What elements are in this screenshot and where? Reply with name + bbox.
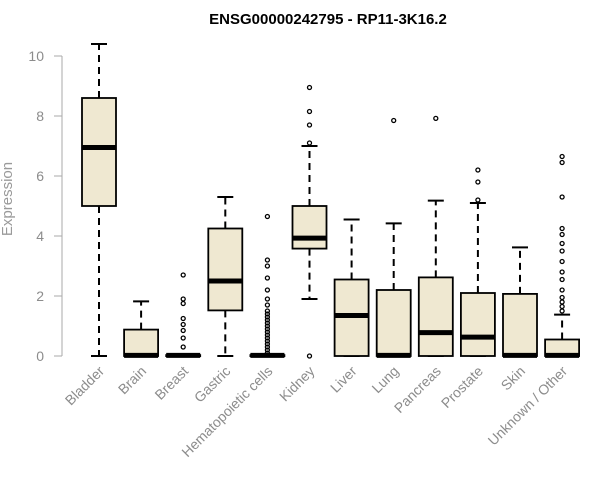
- outlier-point: [180, 335, 186, 341]
- outlier-point: [264, 287, 271, 293]
- x-tick-label: Bladder: [62, 363, 108, 409]
- outlier-point: [180, 321, 186, 328]
- y-axis-ticks: 0 2 4 6 8 10: [28, 48, 62, 364]
- x-tick-label: Brain: [115, 363, 149, 397]
- box-iqr: [123, 328, 159, 357]
- outlier-point: [180, 327, 186, 334]
- y-tick-label: 10: [28, 48, 44, 64]
- y-tick-label: 4: [36, 228, 44, 244]
- box-prostate: [459, 167, 496, 357]
- box-iqr: [417, 276, 454, 357]
- boxes-group: [81, 43, 580, 359]
- box-kidney: [291, 84, 328, 359]
- box-hematopoietic-cells: [249, 213, 286, 358]
- box-liver: [333, 218, 370, 357]
- outlier-point: [559, 299, 565, 305]
- outlier-point: [433, 115, 439, 122]
- outlier-point: [264, 302, 271, 308]
- y-tick-label: 6: [36, 168, 44, 184]
- outlier-point: [306, 84, 313, 91]
- outlier-point: [475, 167, 481, 173]
- box-pancreas: [417, 115, 454, 357]
- outlier-point: [264, 275, 271, 281]
- x-tick-label: Liver: [327, 363, 360, 396]
- outlier-point: [475, 197, 481, 203]
- outlier-point: [475, 179, 481, 185]
- outlier-point: [264, 263, 271, 269]
- outlier-point: [180, 272, 186, 278]
- x-tick-label: Unknown / Other: [485, 363, 571, 449]
- outlier-point: [559, 258, 565, 265]
- outlier-point: [559, 287, 565, 293]
- outlier-point: [559, 269, 565, 275]
- box-iqr: [291, 205, 328, 250]
- outlier-point: [264, 338, 271, 344]
- outlier-point: [306, 122, 313, 128]
- outlier-point: [559, 153, 565, 160]
- outlier-point: [264, 335, 271, 341]
- outlier-point: [264, 347, 271, 353]
- outlier-point: [264, 350, 271, 356]
- outlier-point: [264, 326, 271, 332]
- outlier-point: [264, 213, 271, 220]
- y-tick-label: 8: [36, 108, 44, 124]
- outlier-point: [264, 323, 271, 329]
- box-bladder: [81, 43, 117, 357]
- outlier-point: [264, 308, 271, 314]
- chart-title: ENSG00000242795 - RP11-3K16.2: [209, 11, 447, 28]
- box-iqr: [375, 289, 412, 357]
- outlier-point: [264, 257, 271, 263]
- outlier-point: [264, 314, 271, 320]
- box-gastric: [207, 196, 244, 357]
- outlier-point: [559, 194, 565, 200]
- outlier-point: [180, 300, 186, 307]
- outlier-point: [264, 332, 271, 338]
- outlier-point: [180, 296, 186, 302]
- x-tick-label: Pancreas: [391, 363, 444, 416]
- outlier-point: [306, 108, 313, 115]
- box-iqr: [502, 292, 538, 357]
- outlier-point: [306, 140, 313, 146]
- outlier-point: [559, 276, 565, 283]
- box-iqr: [459, 292, 496, 357]
- outlier-point: [264, 317, 271, 323]
- outlier-point: [264, 341, 271, 347]
- outlier-point: [559, 248, 565, 254]
- box-breast: [165, 272, 202, 358]
- outlier-point: [180, 315, 186, 322]
- x-tick-label: Lung: [368, 363, 401, 396]
- x-tick-label: Breast: [151, 363, 191, 403]
- outlier-point: [559, 231, 565, 238]
- x-tick-label: Prostate: [438, 363, 486, 411]
- outlier-point: [559, 159, 565, 166]
- x-tick-label: Skin: [498, 363, 529, 394]
- x-tick-label: Kidney: [276, 363, 318, 405]
- y-axis-label: Expression: [0, 162, 16, 236]
- box-lung: [375, 117, 412, 358]
- outlier-point: [264, 329, 271, 335]
- outlier-point: [559, 294, 565, 301]
- outlier-point: [264, 311, 271, 317]
- outlier-point: [559, 303, 565, 310]
- box-iqr: [207, 227, 244, 312]
- y-tick-label: 0: [36, 348, 44, 364]
- box-unknown-other: [544, 153, 580, 358]
- outlier-point: [559, 240, 565, 247]
- y-tick-label: 2: [36, 288, 44, 304]
- outlier-point: [264, 296, 271, 302]
- outlier-point: [559, 225, 565, 232]
- outlier-point: [391, 117, 397, 124]
- outlier-point: [264, 344, 271, 350]
- outlier-point: [559, 308, 565, 314]
- outlier-point: [306, 353, 313, 359]
- outlier-point: [264, 320, 271, 326]
- box-skin: [502, 246, 538, 358]
- box-brain: [123, 300, 159, 358]
- outlier-point: [180, 344, 186, 350]
- box-iqr: [81, 97, 117, 207]
